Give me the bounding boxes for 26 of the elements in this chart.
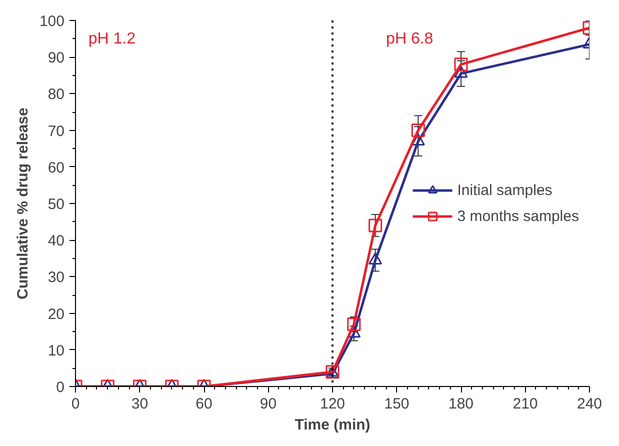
annotation: pH 6.8: [386, 30, 434, 48]
y-tick-label: 20: [48, 306, 65, 323]
x-axis-title: Time (min): [294, 416, 370, 434]
x-tick-label: 240: [576, 396, 602, 412]
x-tick-label: 90: [260, 396, 277, 412]
y-tick-label: 90: [48, 50, 65, 67]
x-tick-label: 30: [131, 396, 148, 412]
x-tick-label: 210: [512, 396, 538, 412]
y-tick-label: 0: [56, 379, 64, 396]
legend-label: 3 months samples: [457, 208, 579, 224]
x-tick-label: 0: [71, 396, 80, 412]
x-tick-label: 120: [320, 396, 346, 412]
y-tick-label: 40: [48, 232, 65, 250]
annotation: pH 1.2: [88, 30, 136, 48]
x-tick-label: 180: [448, 396, 474, 412]
y-tick-label: 70: [48, 122, 65, 140]
x-tick-label: 60: [196, 396, 212, 412]
y-tick-label: 100: [39, 13, 65, 30]
y-axis-title: Cumulative % drug release: [14, 108, 32, 300]
x-tick-label: 150: [384, 396, 410, 412]
y-tick-label: 10: [48, 342, 65, 360]
y-tick-label: 30: [48, 269, 65, 286]
y-tick-label: 50: [48, 196, 65, 213]
legend-label: Initial samples: [457, 182, 552, 198]
y-tick-label: 80: [48, 86, 65, 104]
y-tick-label: 60: [48, 159, 65, 176]
